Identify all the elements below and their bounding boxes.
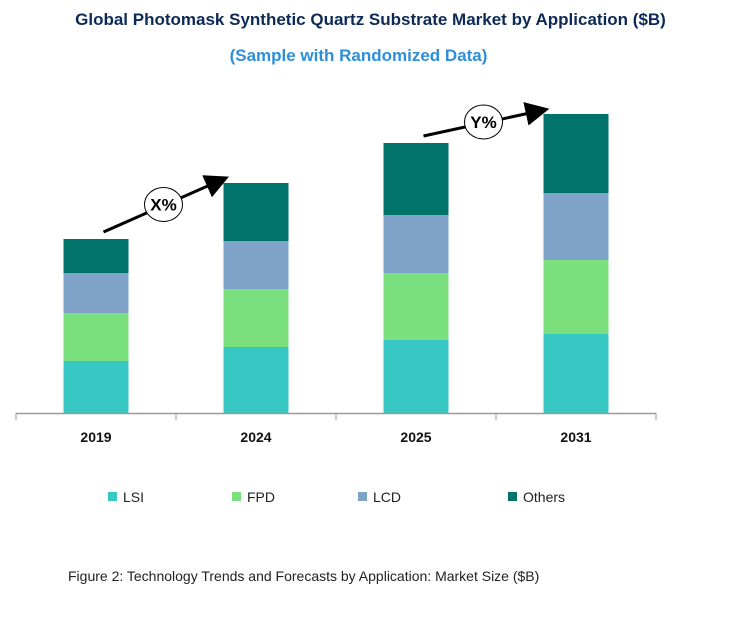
bar-lsi-2019 [63,361,129,413]
cagr-label: X% [150,196,176,215]
bar-lsi-2025 [383,340,449,413]
bar-lcd-2025 [383,215,449,273]
bar-fpd-2019 [63,313,129,361]
bar-others-2019 [63,239,129,273]
bar-lcd-2019 [63,273,129,313]
x-tick-label: 2024 [240,429,271,445]
figure-caption: Figure 2: Technology Trends and Forecast… [68,568,540,584]
cagr-bubble [144,187,183,222]
legend-swatch-lsi [108,492,117,501]
legend-label: FPD [247,489,275,505]
cagr-bubble [464,104,503,140]
bar-lsi-2031 [543,334,609,413]
bar-others-2025 [383,143,449,215]
bar-lcd-2031 [543,193,609,260]
bar-fpd-2024 [223,289,289,347]
bar-lcd-2024 [223,241,289,289]
cagr-label: Y% [470,113,496,132]
x-tick-label: 2019 [80,429,111,445]
legend-label: LSI [123,489,144,505]
bar-fpd-2025 [383,273,449,340]
legend-swatch-lcd [358,492,367,501]
chart-title: Global Photomask Synthetic Quartz Substr… [75,10,666,29]
bar-fpd-2031 [543,260,609,334]
x-tick-label: 2025 [400,429,431,445]
legend-swatch-fpd [232,492,241,501]
bar-lsi-2024 [223,347,289,413]
x-tick-label: 2031 [560,429,591,445]
bar-others-2024 [223,183,289,241]
chart-subtitle: (Sample with Randomized Data) [229,46,488,65]
legend-swatch-others [508,492,517,501]
bar-others-2031 [543,114,609,193]
legend-label: LCD [373,489,401,505]
legend-label: Others [523,489,565,505]
